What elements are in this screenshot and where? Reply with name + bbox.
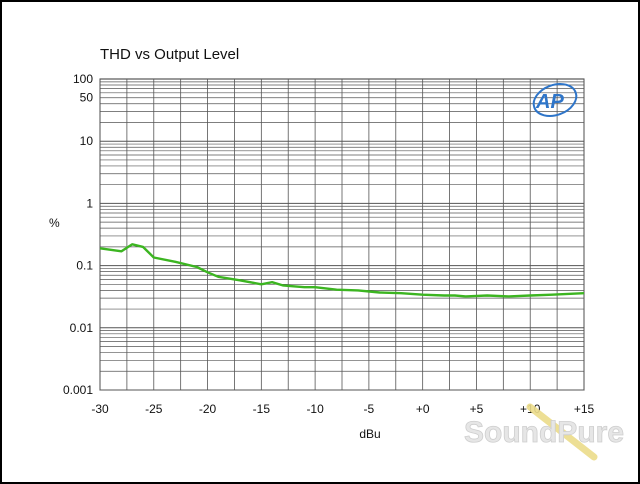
y-tick-label: 0.001 bbox=[63, 383, 93, 397]
y-tick-label: 0.1 bbox=[76, 259, 93, 273]
y-tick-label: 10 bbox=[80, 134, 94, 148]
soundpure-watermark: SoundPure bbox=[464, 403, 624, 461]
plot-grid bbox=[99, 78, 585, 391]
series-group bbox=[99, 243, 585, 298]
ap-logo: AP bbox=[532, 83, 578, 117]
svg-text:SoundPure: SoundPure bbox=[464, 416, 624, 449]
y-tick-labels: 0.001 0.01 0.1 1 10 50 100 bbox=[63, 72, 93, 397]
y-tick-label: 0.01 bbox=[70, 321, 94, 335]
x-tick-label: -5 bbox=[364, 402, 375, 416]
y-tick-label: 1 bbox=[86, 196, 93, 210]
y-tick-label: 50 bbox=[80, 91, 94, 105]
x-tick-label: +0 bbox=[416, 402, 430, 416]
x-tick-label: +5 bbox=[470, 402, 484, 416]
x-tick-label: +15 bbox=[574, 402, 595, 416]
x-axis-label: dBu bbox=[359, 427, 380, 441]
x-tick-label: -30 bbox=[91, 402, 109, 416]
chart-title: THD vs Output Level bbox=[100, 46, 239, 63]
thd-series-line bbox=[99, 243, 585, 298]
x-tick-label: -10 bbox=[306, 402, 324, 416]
y-axis-label: % bbox=[49, 216, 60, 230]
y-tick-label: 100 bbox=[73, 72, 93, 86]
x-tick-labels: -30-25-20-15-10-5+0+5+10+15 bbox=[91, 402, 594, 416]
x-tick-label: -25 bbox=[145, 402, 163, 416]
x-tick-label: -20 bbox=[199, 402, 217, 416]
x-tick-label: -15 bbox=[253, 402, 271, 416]
svg-text:AP: AP bbox=[535, 91, 564, 113]
